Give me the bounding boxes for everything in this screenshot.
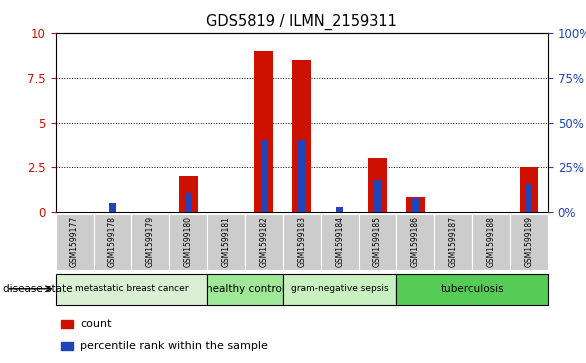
Bar [56, 274, 207, 305]
Bar [292, 60, 311, 212]
Text: disease state: disease state [3, 284, 73, 294]
Bar [185, 193, 192, 212]
Bar [56, 214, 94, 270]
Bar [368, 158, 387, 212]
Bar [412, 198, 419, 212]
Text: GSM1599185: GSM1599185 [373, 216, 382, 267]
Bar [406, 197, 425, 212]
Bar [254, 51, 274, 212]
Bar [169, 214, 207, 270]
Text: GSM1599178: GSM1599178 [108, 216, 117, 267]
Text: count: count [80, 319, 112, 329]
Bar [510, 214, 548, 270]
Text: tuberculosis: tuberculosis [440, 284, 504, 294]
Text: GSM1599180: GSM1599180 [183, 216, 193, 267]
Text: GSM1599184: GSM1599184 [335, 216, 344, 267]
Bar [397, 274, 548, 305]
Bar [472, 214, 510, 270]
Text: GSM1599177: GSM1599177 [70, 216, 79, 267]
Text: GSM1599186: GSM1599186 [411, 216, 420, 267]
Text: GSM1599189: GSM1599189 [524, 216, 533, 267]
Bar [283, 274, 397, 305]
Bar [321, 214, 359, 270]
Bar [298, 140, 305, 212]
Bar [245, 214, 283, 270]
Bar [261, 140, 267, 212]
Text: GSM1599181: GSM1599181 [222, 216, 230, 267]
Bar [520, 167, 539, 212]
Bar [179, 176, 197, 212]
Title: GDS5819 / ILMN_2159311: GDS5819 / ILMN_2159311 [206, 14, 397, 30]
Text: gram-negative sepsis: gram-negative sepsis [291, 284, 389, 293]
Bar [60, 342, 73, 350]
Bar [526, 184, 532, 212]
Bar [374, 180, 381, 212]
Bar [283, 214, 321, 270]
Text: percentile rank within the sample: percentile rank within the sample [80, 341, 268, 351]
Text: GSM1599179: GSM1599179 [146, 216, 155, 267]
Text: healthy control: healthy control [206, 284, 284, 294]
Bar [207, 214, 245, 270]
Bar [434, 214, 472, 270]
Text: GSM1599187: GSM1599187 [449, 216, 458, 267]
Bar [397, 214, 434, 270]
Text: GSM1599183: GSM1599183 [297, 216, 306, 267]
Text: GSM1599182: GSM1599182 [260, 216, 268, 267]
Bar [207, 274, 283, 305]
Bar [94, 214, 131, 270]
Text: GSM1599188: GSM1599188 [486, 216, 496, 267]
Bar [359, 214, 397, 270]
Bar [60, 320, 73, 329]
Bar [131, 214, 169, 270]
Text: metastatic breast cancer: metastatic breast cancer [74, 284, 188, 293]
Bar [336, 207, 343, 212]
Bar [109, 203, 116, 212]
